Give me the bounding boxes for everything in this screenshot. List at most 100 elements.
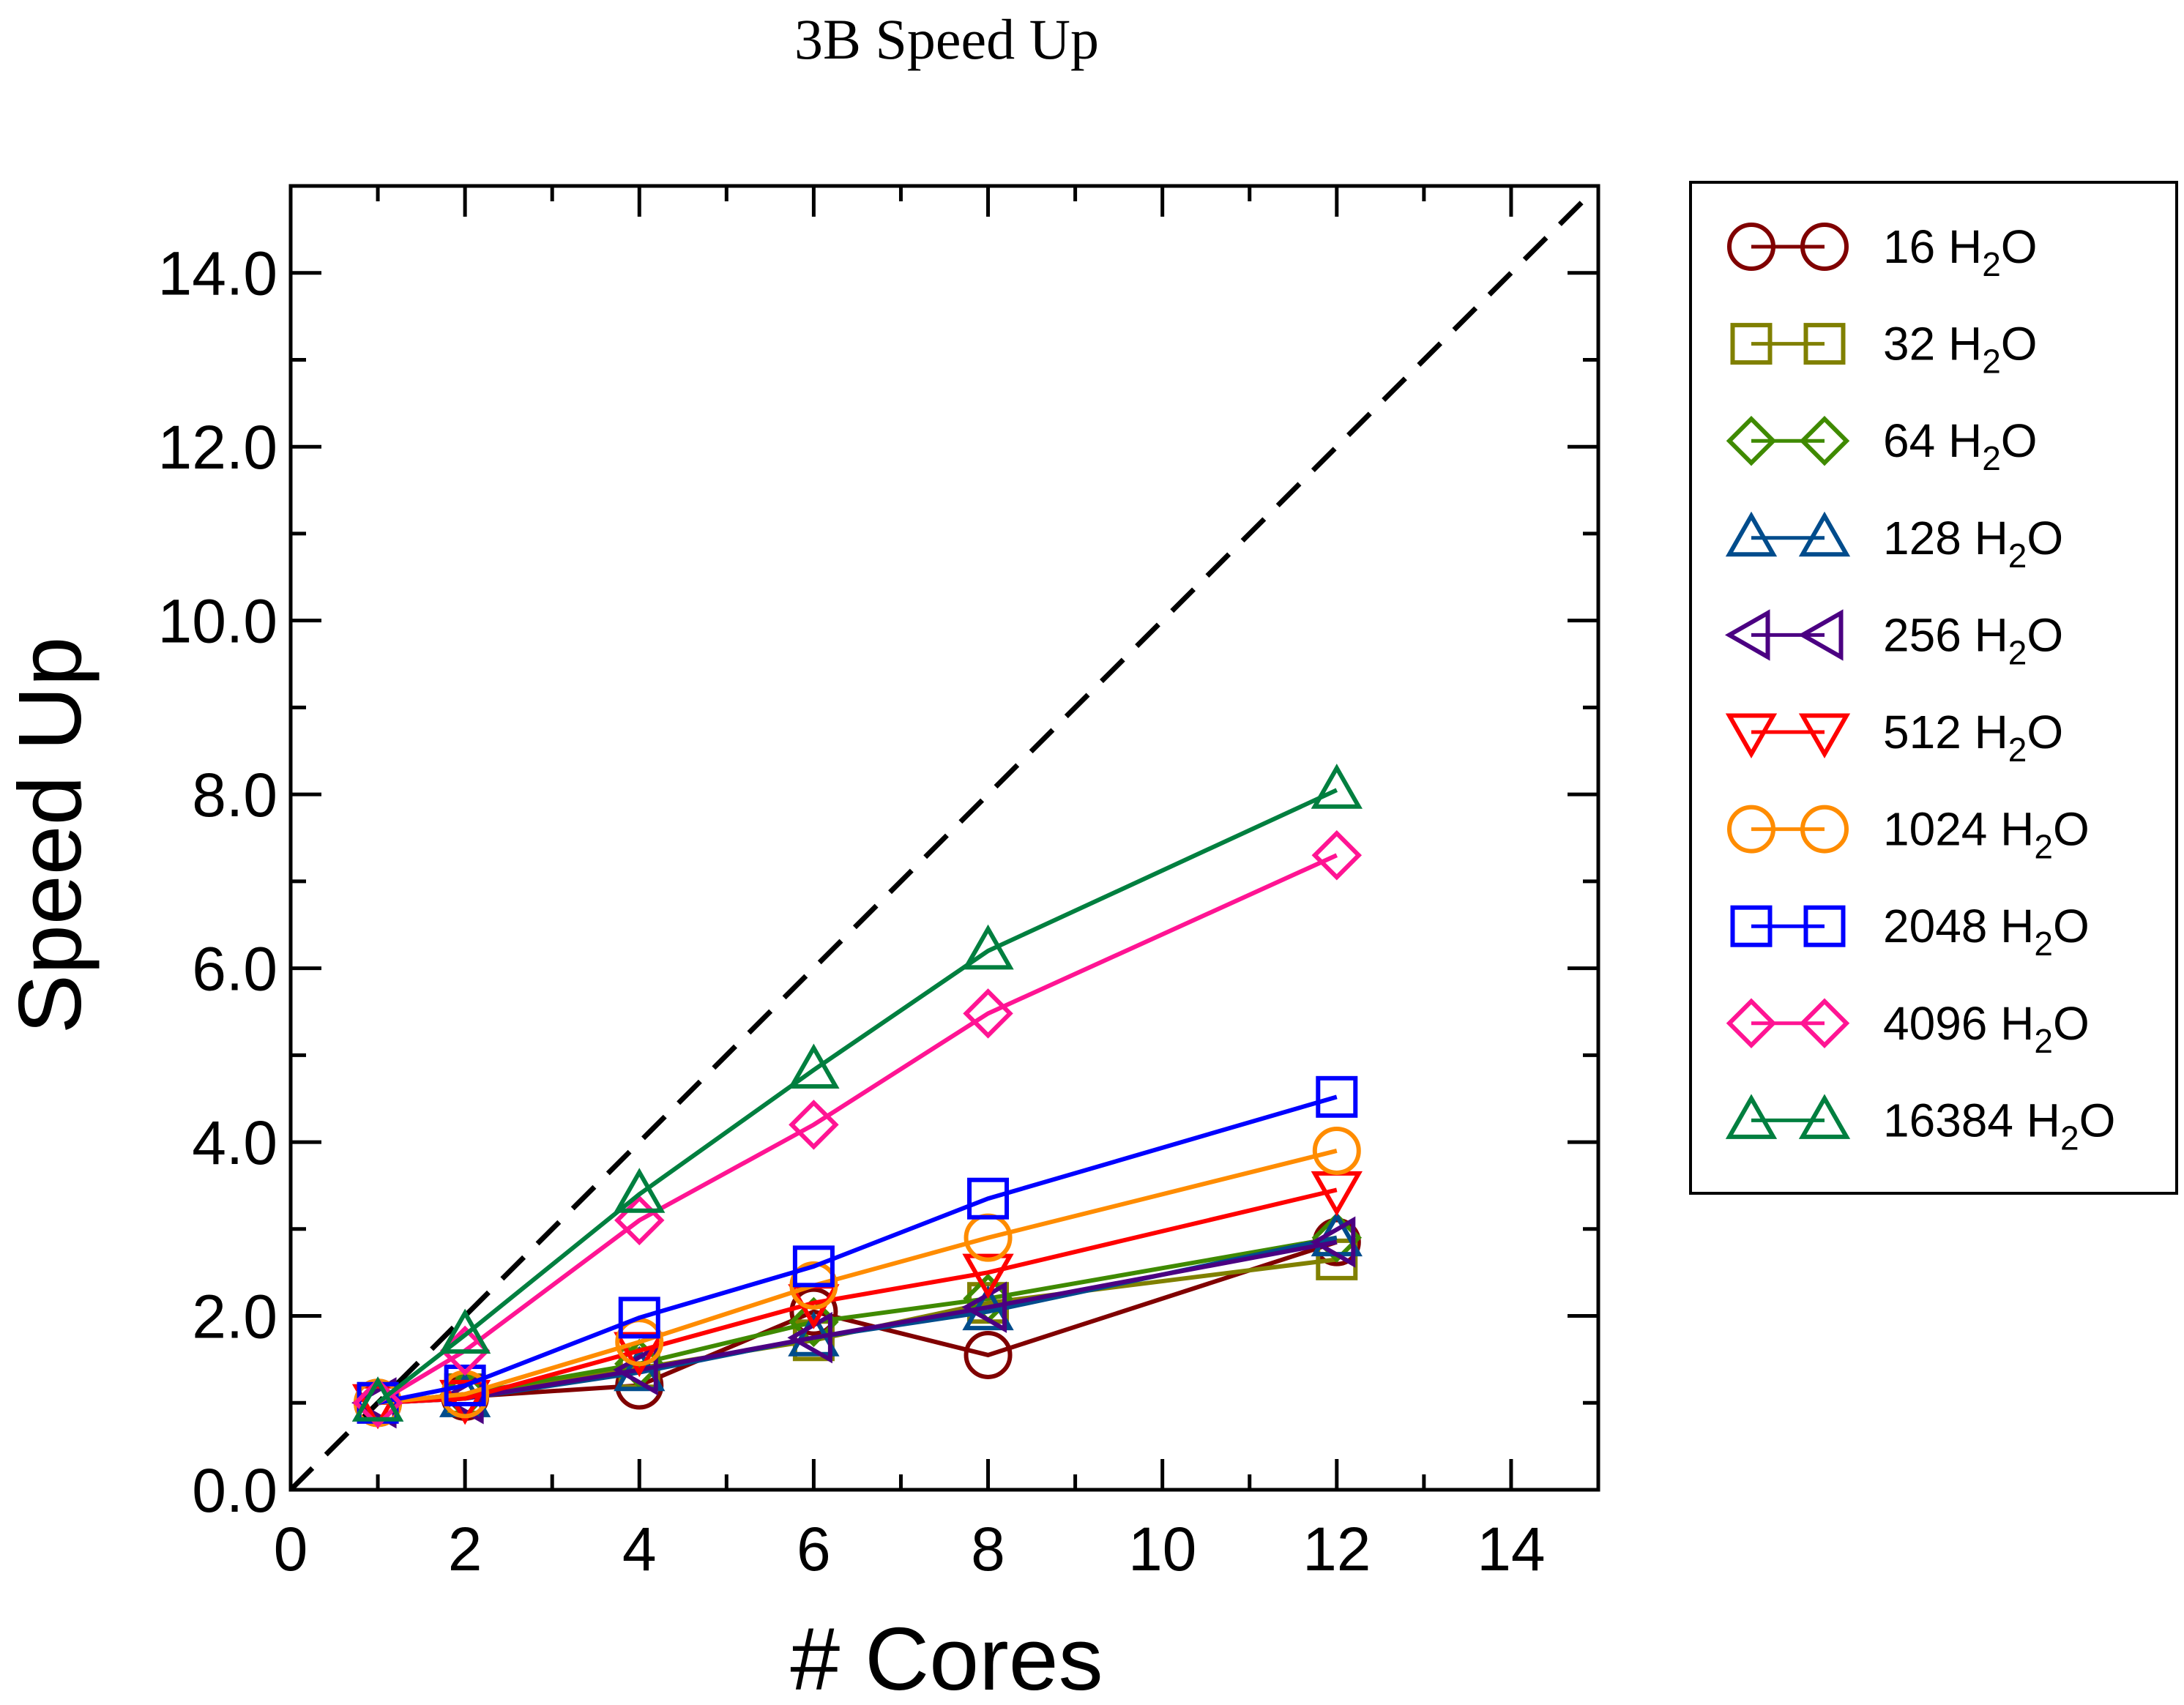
circle-marker xyxy=(789,1261,838,1310)
diamond-marker xyxy=(439,1325,491,1376)
series-2048-h2o xyxy=(357,1075,1358,1424)
legend-triangle-left-icon xyxy=(1724,609,1770,661)
y-tick-label: 2.0 xyxy=(192,1283,277,1351)
series-16384-h2o xyxy=(351,764,1363,1422)
triangle-up-marker xyxy=(788,1043,840,1089)
circle-marker xyxy=(1312,1126,1361,1175)
series-line xyxy=(377,1149,1338,1406)
legend-circle-icon xyxy=(1727,223,1775,271)
triangle-down-marker xyxy=(962,1253,1014,1299)
chart-title: 3B Speed Up xyxy=(794,7,1099,71)
legend-label: 1024 H2O xyxy=(1883,803,2090,866)
legend-label: 64 H2O xyxy=(1883,414,2038,477)
legend-label: 128 H2O xyxy=(1883,512,2063,575)
circle-marker xyxy=(964,1330,1013,1379)
series-4096-h2o xyxy=(352,830,1363,1428)
triangle-up-marker xyxy=(351,1376,404,1422)
triangle-left-marker xyxy=(787,1312,832,1364)
y-tick-label: 12.0 xyxy=(158,413,278,482)
legend-label: 512 H2O xyxy=(1883,706,2063,769)
triangle-left-marker xyxy=(613,1343,658,1396)
legend-triangle-up-icon xyxy=(1725,511,1778,557)
legend-entry: 1024 H2O xyxy=(1727,803,2090,866)
legend-square-icon xyxy=(1730,323,1773,365)
x-tick-label: 8 xyxy=(971,1515,1005,1583)
legend-circle-icon xyxy=(1800,805,1849,854)
y-tick-label: 14.0 xyxy=(158,239,278,308)
y-axis-label: Speed Up xyxy=(0,637,100,1034)
legend-square-icon xyxy=(1803,323,1846,365)
square-marker xyxy=(967,1177,1010,1220)
legend-triangle-down-icon xyxy=(1725,713,1778,759)
legend-label: 32 H2O xyxy=(1883,318,2038,381)
square-marker xyxy=(1316,1075,1358,1118)
legend-diamond-icon xyxy=(1799,415,1850,466)
legend: 16 H2O 32 H2O 64 H2O 128 H2O 256 H2O 512 H2O 1… xyxy=(1689,181,2178,1195)
legend-diamond-icon xyxy=(1726,415,1777,466)
x-tick-label: 14 xyxy=(1477,1515,1545,1583)
x-tick-label: 10 xyxy=(1128,1515,1196,1583)
legend-entry: 4096 H2O xyxy=(1726,997,2090,1060)
legend-label: 16384 H2O xyxy=(1883,1094,2115,1157)
legend-entry: 256 H2O xyxy=(1724,608,2063,671)
legend-triangle-up-icon xyxy=(1725,1094,1778,1139)
triangle-up-marker xyxy=(439,1308,491,1354)
diamond-marker xyxy=(789,1100,839,1150)
legend-entry: 512 H2O xyxy=(1725,706,2063,769)
x-tick-label: 6 xyxy=(797,1515,831,1583)
square-marker xyxy=(792,1245,835,1288)
legend-diamond-icon xyxy=(1726,998,1777,1049)
legend-entry: 128 H2O xyxy=(1725,511,2063,575)
series-line xyxy=(377,1187,1338,1406)
y-tick-label: 6.0 xyxy=(192,935,277,1004)
x-tick-label: 12 xyxy=(1302,1515,1371,1583)
x-tick-label: 2 xyxy=(448,1515,482,1583)
square-marker xyxy=(444,1365,486,1407)
legend-circle-icon xyxy=(1727,805,1775,854)
legend-diamond-icon xyxy=(1799,998,1850,1049)
legend-square-icon xyxy=(1803,905,1846,947)
legend-label: 16 H2O xyxy=(1883,220,2038,283)
plot-frame xyxy=(288,184,1600,1492)
y-tick-label: 8.0 xyxy=(192,761,277,829)
legend-entry: 16384 H2O xyxy=(1725,1094,2115,1157)
legend-triangle-up-icon xyxy=(1798,511,1851,557)
x-tick-label: 0 xyxy=(274,1515,308,1583)
x-axis-label: # Cores xyxy=(790,1609,1103,1705)
plot-area xyxy=(288,197,1587,1492)
x-tick-label: 4 xyxy=(622,1515,657,1583)
triangle-left-marker xyxy=(1310,1216,1356,1268)
legend-circle-icon xyxy=(1800,223,1849,271)
legend-entry: 16 H2O xyxy=(1727,220,2038,283)
y-tick-label: 4.0 xyxy=(192,1108,277,1177)
triangle-up-marker xyxy=(614,1168,666,1213)
triangle-left-marker xyxy=(961,1281,1007,1333)
triangle-up-marker xyxy=(1311,764,1363,809)
legend-entry: 32 H2O xyxy=(1730,318,2038,381)
diamond-marker xyxy=(1311,830,1363,881)
circle-marker xyxy=(789,1287,838,1336)
legend-label: 2048 H2O xyxy=(1883,900,2090,963)
legend-label: 256 H2O xyxy=(1883,608,2063,671)
legend-triangle-up-icon xyxy=(1798,1094,1851,1139)
legend-entry: 2048 H2O xyxy=(1730,900,2090,963)
ideal-speedup-line xyxy=(288,197,1587,1492)
series-line xyxy=(377,1094,1338,1406)
legend-triangle-down-icon xyxy=(1798,713,1851,759)
legend-square-icon xyxy=(1730,905,1773,947)
axes: 0 2 4 6 8 10 12 14 0.0 2.0 4.0 6.0 8.0 10.0 12.0 14.0 xyxy=(158,184,1600,1583)
y-tick-label: 0.0 xyxy=(192,1456,277,1525)
y-tick-label: 10.0 xyxy=(158,587,278,656)
legend-label: 4096 H2O xyxy=(1883,997,2090,1060)
legend-entry: 64 H2O xyxy=(1726,414,2038,477)
series-line xyxy=(376,788,1338,1405)
square-marker xyxy=(618,1297,660,1339)
diamond-marker xyxy=(614,1195,665,1246)
triangle-up-marker xyxy=(962,924,1014,970)
triangle-down-marker xyxy=(439,1379,491,1425)
diamond-marker xyxy=(963,988,1013,1039)
legend-triangle-left-icon xyxy=(1797,609,1844,661)
circle-marker xyxy=(615,1318,664,1367)
diamond-marker xyxy=(352,1378,403,1428)
